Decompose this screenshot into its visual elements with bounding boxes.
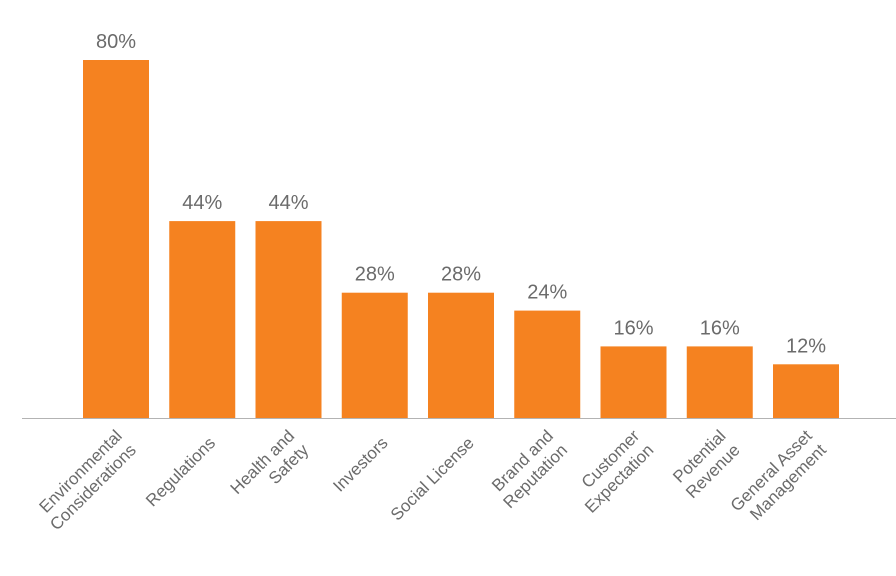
data-label-8: 12% <box>786 335 826 357</box>
x-tick-label-3: Investors <box>329 433 391 495</box>
data-label-0: 80% <box>96 31 136 53</box>
x-tick-label-4: Social License <box>387 433 478 524</box>
bar-6 <box>600 346 667 418</box>
data-label-2: 44% <box>268 192 308 214</box>
bar-7 <box>686 346 753 418</box>
x-tick-label-line: Investors <box>329 433 391 495</box>
data-label-3: 28% <box>355 264 395 286</box>
data-label-5: 24% <box>527 282 567 304</box>
bar-8 <box>773 364 839 418</box>
bar-4 <box>428 292 494 418</box>
x-tick-label-2: Health andSafety <box>227 426 313 512</box>
x-tick-label-1: Regulations <box>142 433 219 510</box>
x-tick-label-8: General AssetManagement <box>727 426 830 529</box>
bar-0 <box>83 60 149 418</box>
x-tick-label-line: Regulations <box>142 433 219 510</box>
bars-group <box>83 60 839 418</box>
x-tick-label-5: Brand andReputation <box>485 426 571 512</box>
data-labels-group: 80% 44% 44% 28% 28% 24% 16% 16% 12% <box>96 31 826 357</box>
data-label-4: 28% <box>441 264 481 286</box>
data-label-7: 16% <box>700 317 740 339</box>
x-tick-label-6: CustomerExpectation <box>567 426 658 517</box>
data-label-1: 44% <box>182 192 222 214</box>
x-tick-labels-group: EnvironmentalConsiderations Regulations He… <box>32 426 830 534</box>
x-tick-label-line: Social License <box>387 433 478 524</box>
x-tick-label-0: EnvironmentalConsiderations <box>32 426 140 534</box>
bar-1 <box>169 221 236 418</box>
bar-5 <box>514 310 581 418</box>
x-tick-label-7: PotentialRevenue <box>668 426 744 502</box>
bar-3 <box>341 292 408 418</box>
data-label-6: 16% <box>613 317 653 339</box>
bar-2 <box>255 221 322 418</box>
